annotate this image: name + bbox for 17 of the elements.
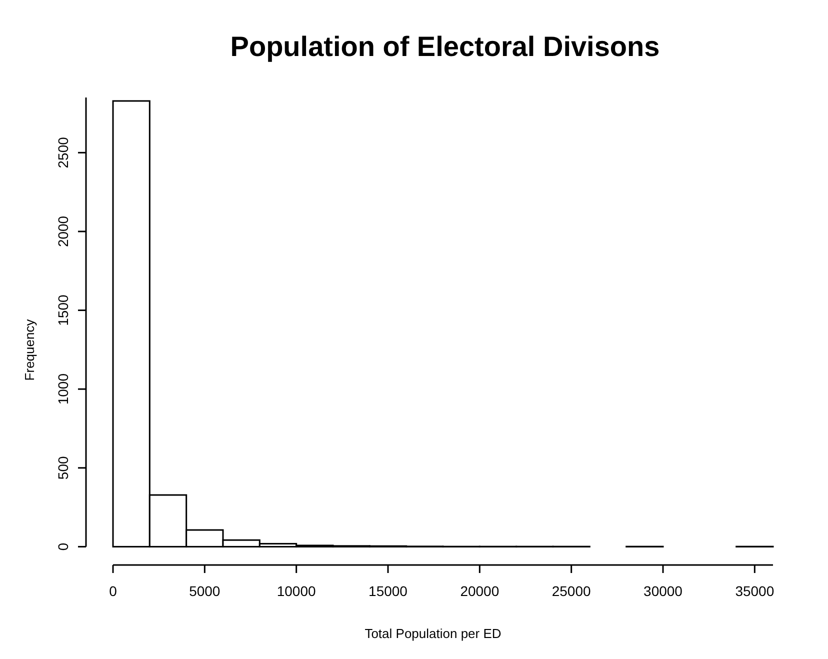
- x-tick-label: 5000: [189, 583, 220, 599]
- y-tick-label: 0: [55, 542, 71, 551]
- chart-title: Population of Electoral Divisons: [230, 31, 660, 62]
- x-tick-label: 35000: [735, 583, 774, 599]
- x-tick-label: 30000: [644, 583, 683, 599]
- y-tick-label: 1000: [55, 373, 71, 405]
- x-tick-label: 25000: [552, 583, 592, 599]
- y-tick-label: 500: [55, 456, 71, 480]
- y-axis-title: Frequency: [22, 318, 37, 381]
- x-tick-label: 20000: [460, 583, 500, 599]
- y-tick-label: 1500: [55, 294, 71, 326]
- x-tick-label: 15000: [368, 583, 408, 599]
- y-tick-label: 2000: [55, 216, 71, 248]
- x-tick-label: 10000: [276, 583, 316, 599]
- y-tick-label: 2500: [55, 136, 71, 168]
- x-tick-label: 0: [109, 583, 118, 599]
- x-axis-title: Total Population per ED: [364, 626, 502, 641]
